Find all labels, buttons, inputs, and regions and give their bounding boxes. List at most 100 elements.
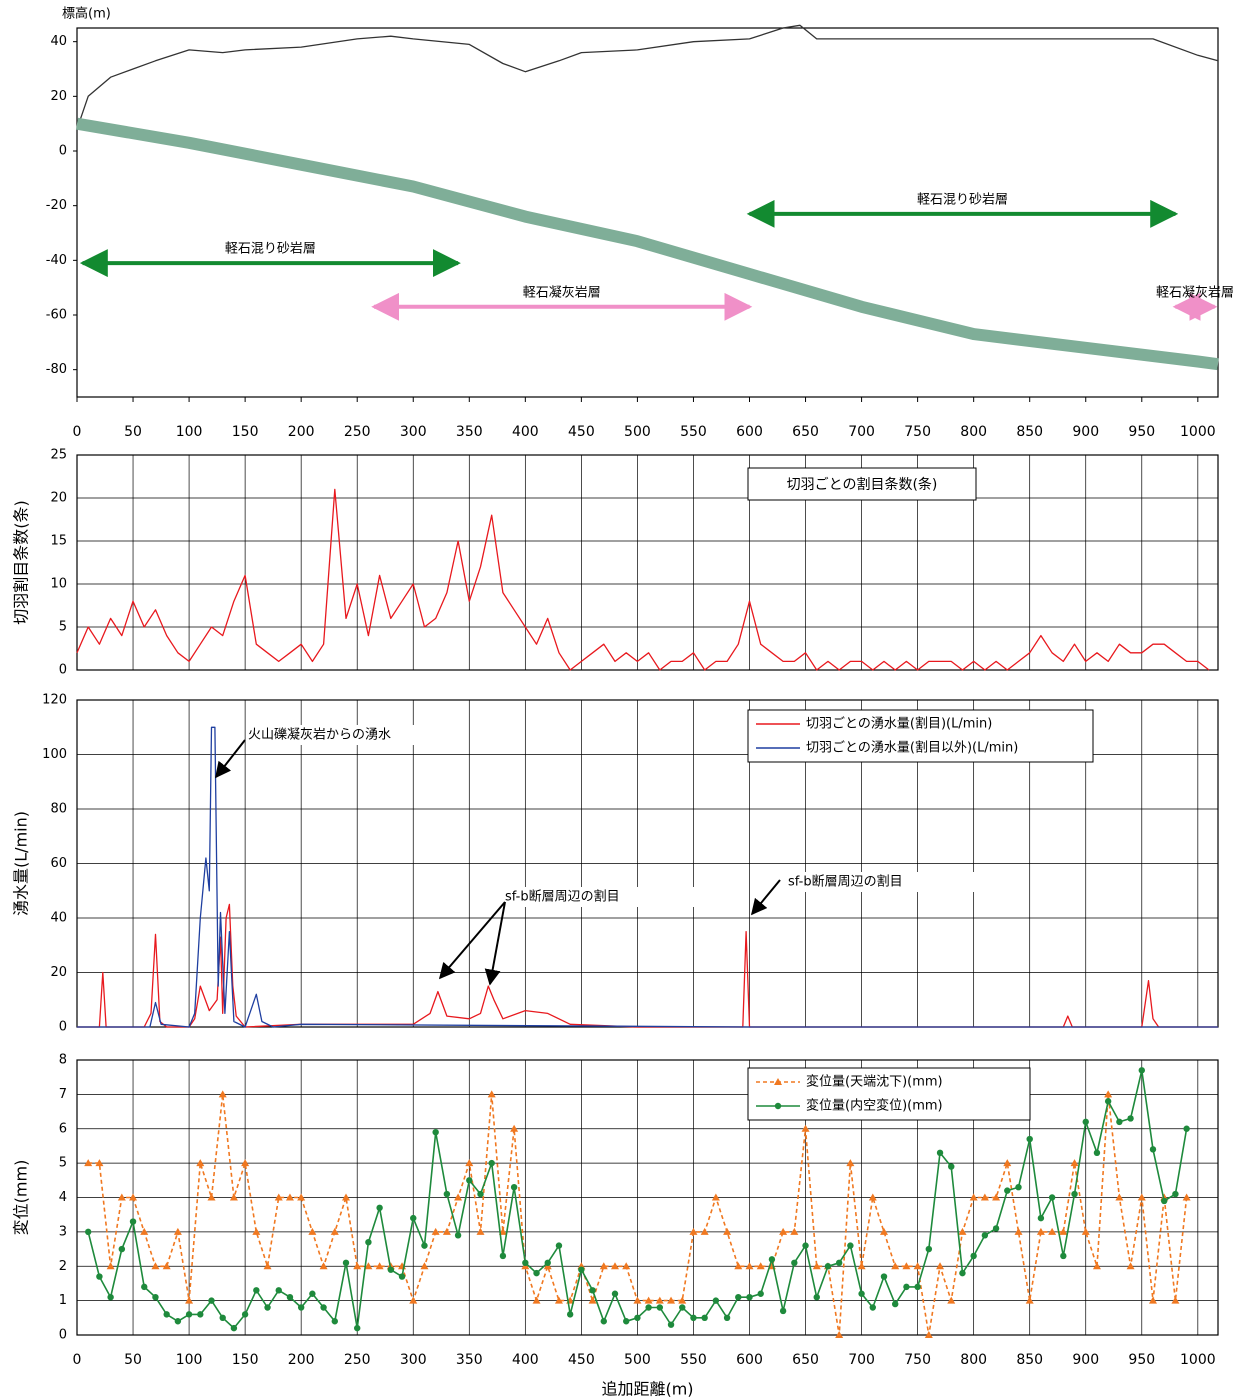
series-line <box>76 24 1219 130</box>
point <box>1137 1193 1146 1201</box>
point <box>117 1193 126 1201</box>
x-tick-label: 50 <box>124 424 142 440</box>
point <box>365 1238 372 1246</box>
y-tick-label: 0 <box>59 663 67 678</box>
plot-frame <box>76 27 1219 398</box>
point <box>735 1293 742 1301</box>
point <box>354 1324 361 1332</box>
point <box>544 1259 551 1267</box>
point <box>1081 1227 1090 1235</box>
point <box>779 1307 787 1315</box>
x-axis-label: 追加距離(m) <box>601 1380 693 1399</box>
point <box>1116 1118 1123 1126</box>
point <box>442 1227 451 1235</box>
legend-box <box>747 1067 1031 1121</box>
y-tick-label: -60 <box>46 308 67 323</box>
x-tick-label: 950 <box>1128 424 1155 440</box>
point <box>869 1304 876 1311</box>
x-tick-label: 200 <box>288 1352 315 1368</box>
point <box>958 1227 967 1235</box>
point <box>1071 1190 1078 1198</box>
point <box>129 1193 138 1201</box>
point <box>611 1290 619 1297</box>
stratum-label: 軽石凝灰岩層 <box>523 284 601 300</box>
point <box>812 1262 821 1270</box>
point <box>341 1193 350 1201</box>
point <box>533 1269 540 1277</box>
annotation: sf-b断層周辺の割目 <box>788 874 903 890</box>
point <box>959 1269 966 1277</box>
point <box>264 1304 271 1311</box>
point <box>689 1227 698 1235</box>
point <box>431 1227 440 1235</box>
point <box>106 1262 115 1270</box>
point <box>286 1293 294 1301</box>
point <box>969 1193 978 1201</box>
x-tick-label: 950 <box>1128 1352 1155 1368</box>
point <box>376 1204 383 1212</box>
point <box>252 1227 261 1235</box>
y-tick-label: 60 <box>50 856 67 871</box>
annotation-bg <box>786 872 986 892</box>
point <box>1183 1125 1190 1132</box>
y-tick-label: 15 <box>50 534 67 549</box>
point <box>162 1262 171 1270</box>
point <box>208 1297 215 1304</box>
point <box>342 1259 350 1267</box>
point <box>588 1296 597 1304</box>
annotation-bg <box>246 725 446 745</box>
point <box>801 1124 810 1132</box>
x-tick-label: 1000 <box>1180 1352 1216 1368</box>
y-tick-label: 4 <box>59 1190 67 1205</box>
point <box>633 1296 642 1304</box>
x-tick-label: 1000 <box>1180 424 1216 440</box>
point <box>903 1283 910 1291</box>
annotation-bg <box>503 887 703 907</box>
x-tick-label: 400 <box>512 1352 539 1368</box>
point <box>319 1262 328 1270</box>
point <box>1127 1115 1134 1122</box>
x-tick-label: 700 <box>848 424 875 440</box>
point <box>554 1296 563 1304</box>
point <box>1082 1118 1089 1126</box>
point <box>499 1252 507 1260</box>
x-tick-label: 800 <box>960 1352 987 1368</box>
point <box>510 1183 518 1191</box>
point <box>768 1256 776 1263</box>
point <box>1093 1149 1101 1157</box>
series-line <box>76 488 1210 671</box>
annotation: 火山礫凝灰岩からの湧水 <box>248 727 391 743</box>
point <box>151 1262 160 1270</box>
x-tick-label: 300 <box>400 1352 427 1368</box>
point <box>487 1090 496 1098</box>
point <box>409 1296 418 1304</box>
point <box>85 1228 92 1236</box>
point <box>700 1227 709 1235</box>
y-tick-label: 5 <box>59 620 67 635</box>
point <box>398 1273 406 1280</box>
point <box>667 1321 675 1328</box>
point <box>679 1304 686 1311</box>
point <box>230 1324 238 1332</box>
point <box>297 1193 306 1201</box>
point <box>163 1311 170 1318</box>
x-tick-label: 250 <box>344 424 371 440</box>
point <box>241 1311 249 1318</box>
y-tick-label: 10 <box>50 577 67 592</box>
y-tick-label: 0 <box>59 1328 67 1343</box>
point <box>197 1311 204 1318</box>
chart-title: 切羽ごとの割目条数(条) <box>787 476 938 493</box>
point <box>925 1245 933 1253</box>
point <box>745 1262 754 1270</box>
point <box>219 1314 226 1322</box>
x-tick-label: 600 <box>736 424 763 440</box>
point <box>353 1262 362 1270</box>
point <box>746 1293 753 1301</box>
point <box>420 1262 429 1270</box>
point <box>723 1227 732 1235</box>
x-tick-label: 850 <box>1016 1352 1043 1368</box>
point <box>667 1296 676 1304</box>
x-tick-label: 900 <box>1072 424 1099 440</box>
y-tick-label: 7 <box>59 1087 67 1102</box>
